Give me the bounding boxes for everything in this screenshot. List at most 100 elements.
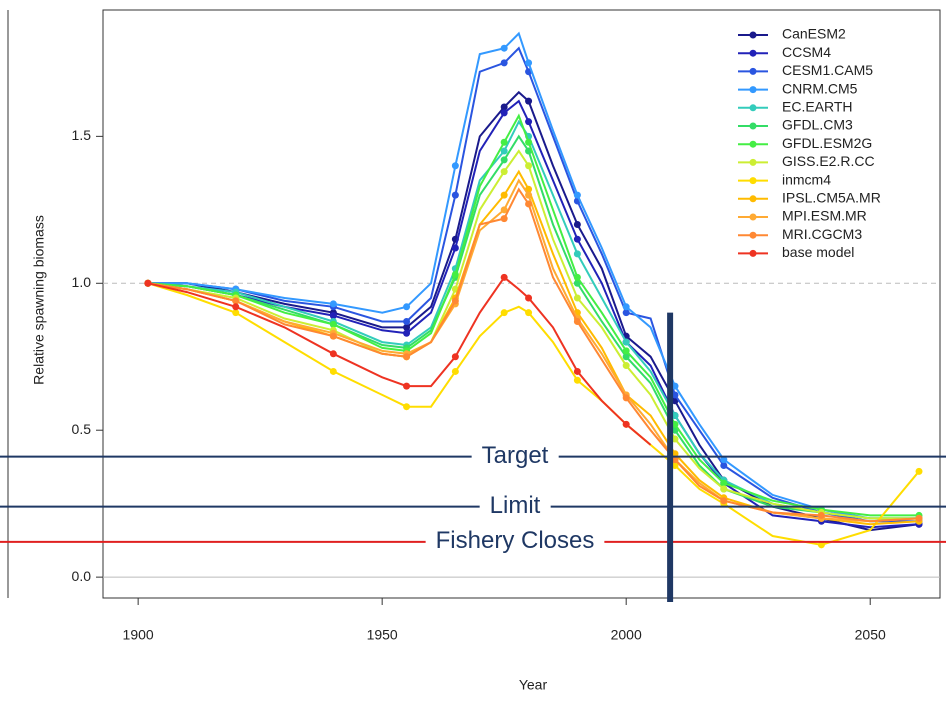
legend-label: EC.EARTH (782, 99, 853, 115)
series-marker (525, 309, 533, 317)
series-marker (403, 317, 411, 325)
series-marker (329, 350, 337, 358)
series-marker (144, 279, 152, 287)
series-marker (720, 456, 728, 464)
x-tick-label: 1950 (367, 627, 398, 643)
series-marker (500, 103, 508, 111)
legend-marker (749, 122, 757, 130)
series-marker (573, 273, 581, 281)
y-tick-label: 0.0 (72, 568, 92, 584)
series-marker (622, 303, 630, 311)
series-marker (451, 270, 459, 278)
series-marker (500, 215, 508, 223)
series-marker (671, 461, 679, 469)
series-marker (525, 191, 533, 199)
series-marker (671, 412, 679, 420)
legend-marker (749, 249, 757, 257)
series-marker (500, 138, 508, 146)
series-marker (329, 367, 337, 375)
series-marker (500, 59, 508, 67)
reference-label-bg (479, 491, 551, 519)
series-marker (451, 191, 459, 199)
series-marker (451, 367, 459, 375)
series-marker (622, 420, 630, 428)
legend-bg (730, 208, 935, 227)
series-marker (525, 118, 533, 126)
legend-marker (749, 31, 757, 39)
series-marker (500, 156, 508, 164)
series-marker (622, 362, 630, 370)
series-marker (451, 162, 459, 170)
series-marker (500, 206, 508, 214)
series-marker (573, 221, 581, 229)
x-tick-label: 2050 (855, 627, 886, 643)
series-marker (915, 514, 923, 522)
series-marker (817, 541, 825, 549)
reference-label: Target (482, 442, 549, 469)
plot-frame (102, 9, 941, 599)
series-marker (232, 297, 240, 305)
series-marker (329, 332, 337, 340)
legend-label: MPI.ESM.MR (782, 208, 867, 224)
series-marker (622, 394, 630, 402)
y-tick-label: 1.5 (72, 127, 92, 143)
series-marker (525, 138, 533, 146)
legend-label: IPSL.CM5A.MR (782, 190, 881, 206)
series-marker (500, 309, 508, 317)
legend-label: GISS.E2.R.CC (782, 153, 875, 169)
legend-label: CCSM4 (782, 44, 831, 60)
series-marker (622, 309, 630, 317)
legend-label: CNRM.CM5 (782, 80, 858, 96)
series-marker (500, 273, 508, 281)
series-marker (500, 44, 508, 52)
legend-label: MRI.CGCM3 (782, 226, 862, 242)
series-marker (403, 329, 411, 337)
reference-label: Fishery Closes (436, 527, 595, 554)
series-marker (451, 353, 459, 361)
series-marker (671, 391, 679, 399)
legend-bg (730, 226, 935, 245)
series-marker (671, 435, 679, 443)
series-marker (403, 323, 411, 331)
series-marker (817, 511, 825, 519)
legend-marker (749, 177, 757, 185)
series-marker (573, 235, 581, 243)
series-marker (525, 200, 533, 208)
legend-bg (730, 80, 935, 99)
series-marker (403, 382, 411, 390)
legend-bg (730, 244, 935, 263)
series-marker (720, 497, 728, 505)
series-marker (573, 191, 581, 199)
series-marker (573, 250, 581, 258)
series-marker (573, 367, 581, 375)
legend-marker (749, 104, 757, 112)
series-marker (451, 244, 459, 252)
reference-label: Limit (490, 492, 541, 519)
legend-marker (749, 86, 757, 94)
legend-marker (749, 231, 757, 239)
series-marker (720, 461, 728, 469)
series-marker (329, 320, 337, 328)
legend-bg (730, 117, 935, 136)
x-tick-label: 2000 (611, 627, 642, 643)
series-marker (403, 353, 411, 361)
legend-bg (730, 171, 935, 190)
series-marker (573, 317, 581, 325)
series-marker (525, 59, 533, 67)
series-marker (573, 294, 581, 302)
legend-bg (730, 153, 935, 172)
legend-label: GFDL.CM3 (782, 117, 853, 133)
series-marker (525, 294, 533, 302)
series-marker (525, 162, 533, 170)
series-marker (500, 168, 508, 176)
series-marker (500, 109, 508, 117)
x-axis-label: Year (519, 677, 548, 693)
legend-label: inmcm4 (782, 171, 831, 187)
legend-marker (749, 67, 757, 75)
series-marker (232, 303, 240, 311)
series-marker (671, 382, 679, 390)
legend-bg (730, 26, 935, 45)
legend-marker (749, 213, 757, 221)
series-marker (720, 485, 728, 493)
